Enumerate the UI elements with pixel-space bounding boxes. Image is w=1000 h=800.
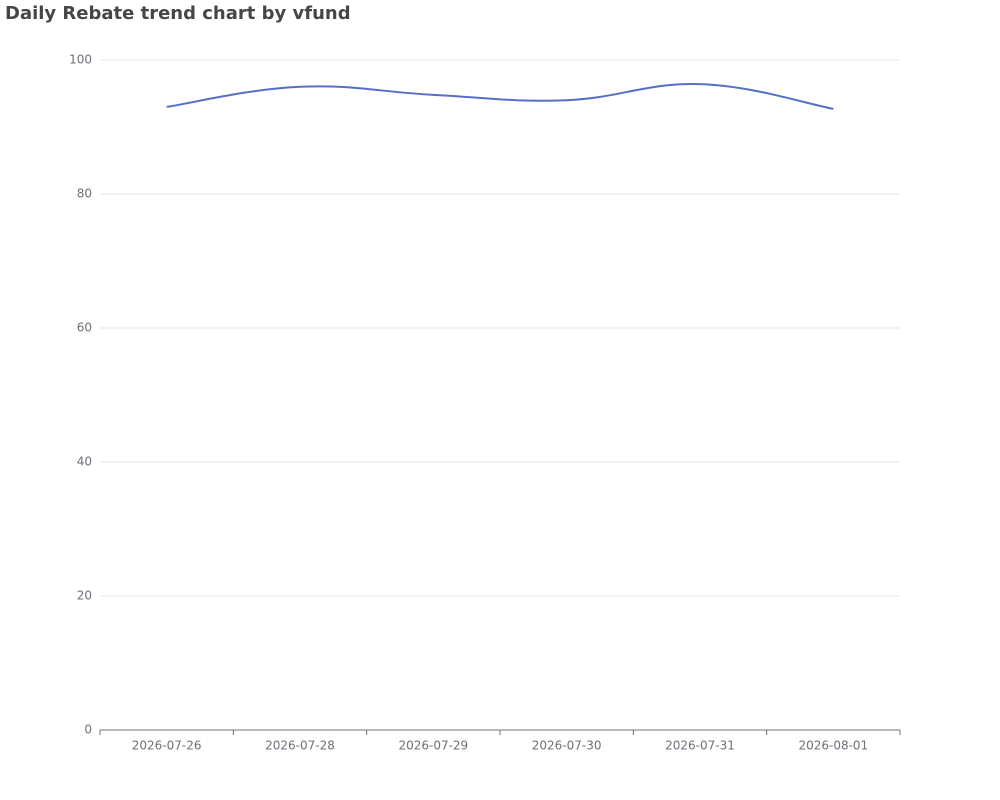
y-tick-label: 20 (77, 589, 92, 603)
y-tick-label: 40 (77, 455, 92, 469)
line (166, 83, 834, 110)
x-tick-label: 2026-07-30 (532, 739, 602, 753)
chart-title: Daily Rebate trend chart by vfund (5, 3, 351, 24)
y-tick-label: 0 (84, 723, 92, 737)
x-tick-label: 2026-07-29 (398, 739, 468, 753)
y-tick-label: 60 (77, 321, 92, 335)
x-tick-label: 2026-07-31 (665, 739, 735, 753)
y-tick-label: 100 (69, 53, 92, 67)
y-tick-label: 80 (77, 187, 92, 201)
x-tick-label: 2026-07-26 (132, 739, 202, 753)
x-tick-label: 2026-07-28 (265, 739, 335, 753)
x-tick-label: 2026-08-01 (798, 739, 868, 753)
